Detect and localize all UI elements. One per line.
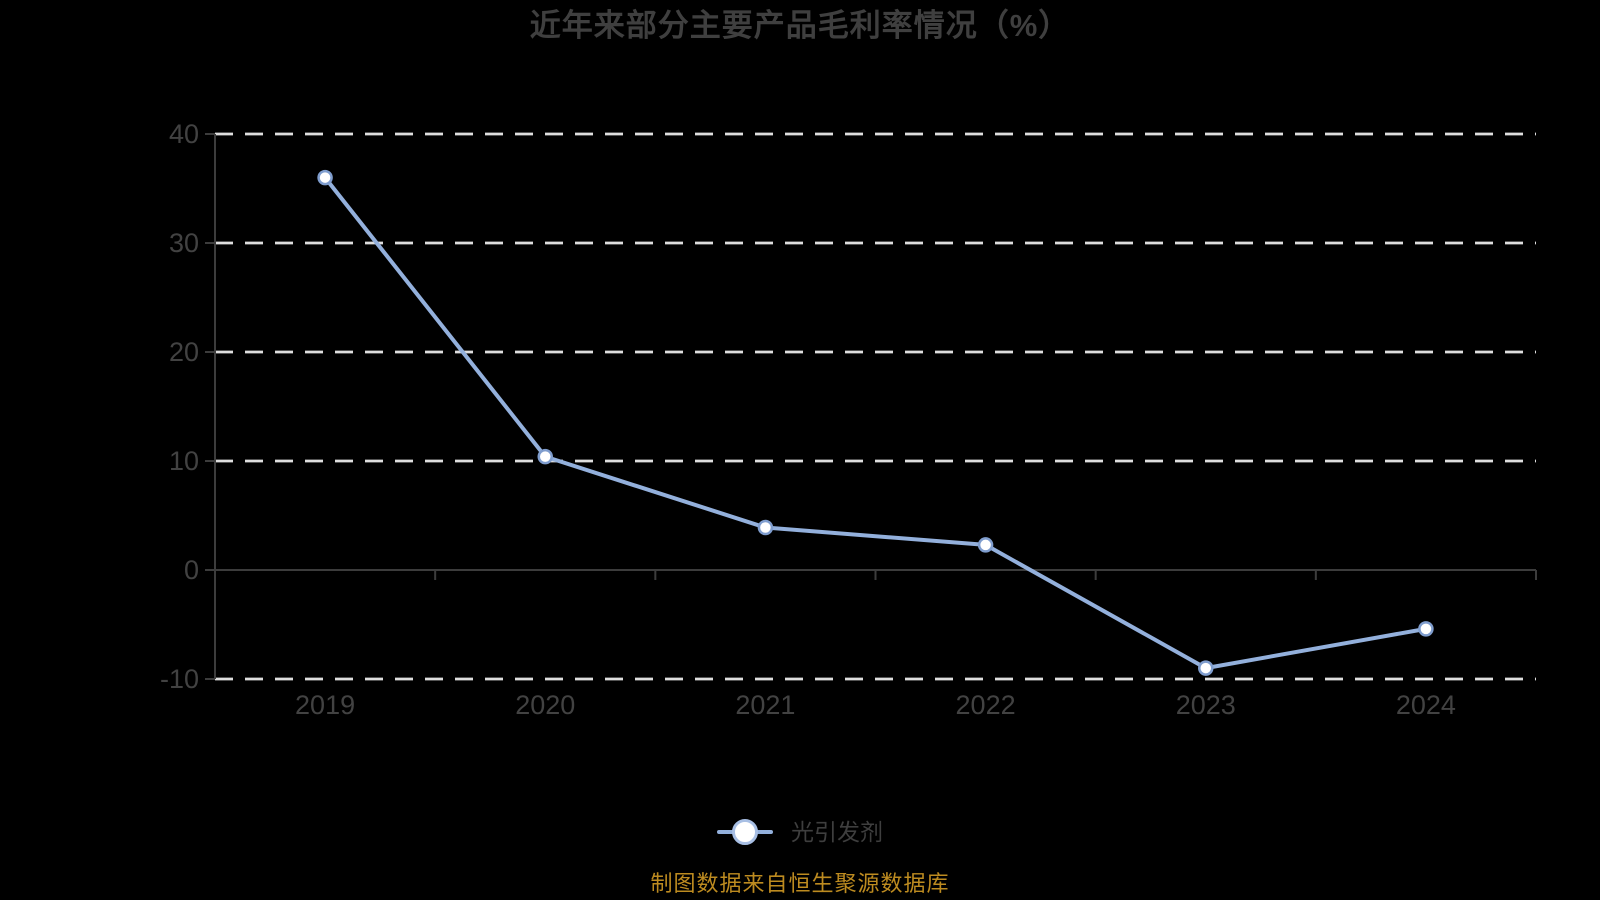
line-chart-plot: 40 30 20 10 0 -10 2019 2020 2021 2022 2023 2024 <box>160 119 1537 720</box>
x-axis-label: 2022 <box>956 690 1016 720</box>
data-point-marker[interactable] <box>1198 660 1214 676</box>
y-axis-label: 20 <box>169 337 199 367</box>
data-point-marker[interactable] <box>317 169 333 186</box>
series-line <box>323 175 1428 671</box>
chart-title: 近年来部分主要产品毛利率情况（%） <box>529 8 1071 43</box>
y-axis-label: 10 <box>169 446 199 476</box>
y-axis-label: 40 <box>169 119 199 149</box>
data-point-marker[interactable] <box>977 537 994 553</box>
legend-line-circle-icon <box>717 818 773 846</box>
data-point-marker[interactable] <box>1418 621 1434 637</box>
y-axis-label: 30 <box>169 228 199 258</box>
x-axis-label: 2020 <box>515 690 575 720</box>
y-axis-label: -10 <box>160 664 199 694</box>
legend-label: 光引发剂 <box>791 819 883 845</box>
legend[interactable]: 光引发剂 <box>0 818 1600 846</box>
x-axis-label: 2019 <box>295 690 355 720</box>
x-axis-label: 2023 <box>1176 690 1236 720</box>
data-point-marker[interactable] <box>757 519 774 536</box>
legend-circle-marker <box>732 819 758 845</box>
data-point-marker[interactable] <box>537 448 553 465</box>
x-axis-label: 2024 <box>1396 690 1456 720</box>
x-axis-label: 2021 <box>735 690 795 720</box>
data-source-note: 制图数据来自恒生聚源数据库 <box>650 871 950 896</box>
y-axis-label: 0 <box>184 555 199 585</box>
